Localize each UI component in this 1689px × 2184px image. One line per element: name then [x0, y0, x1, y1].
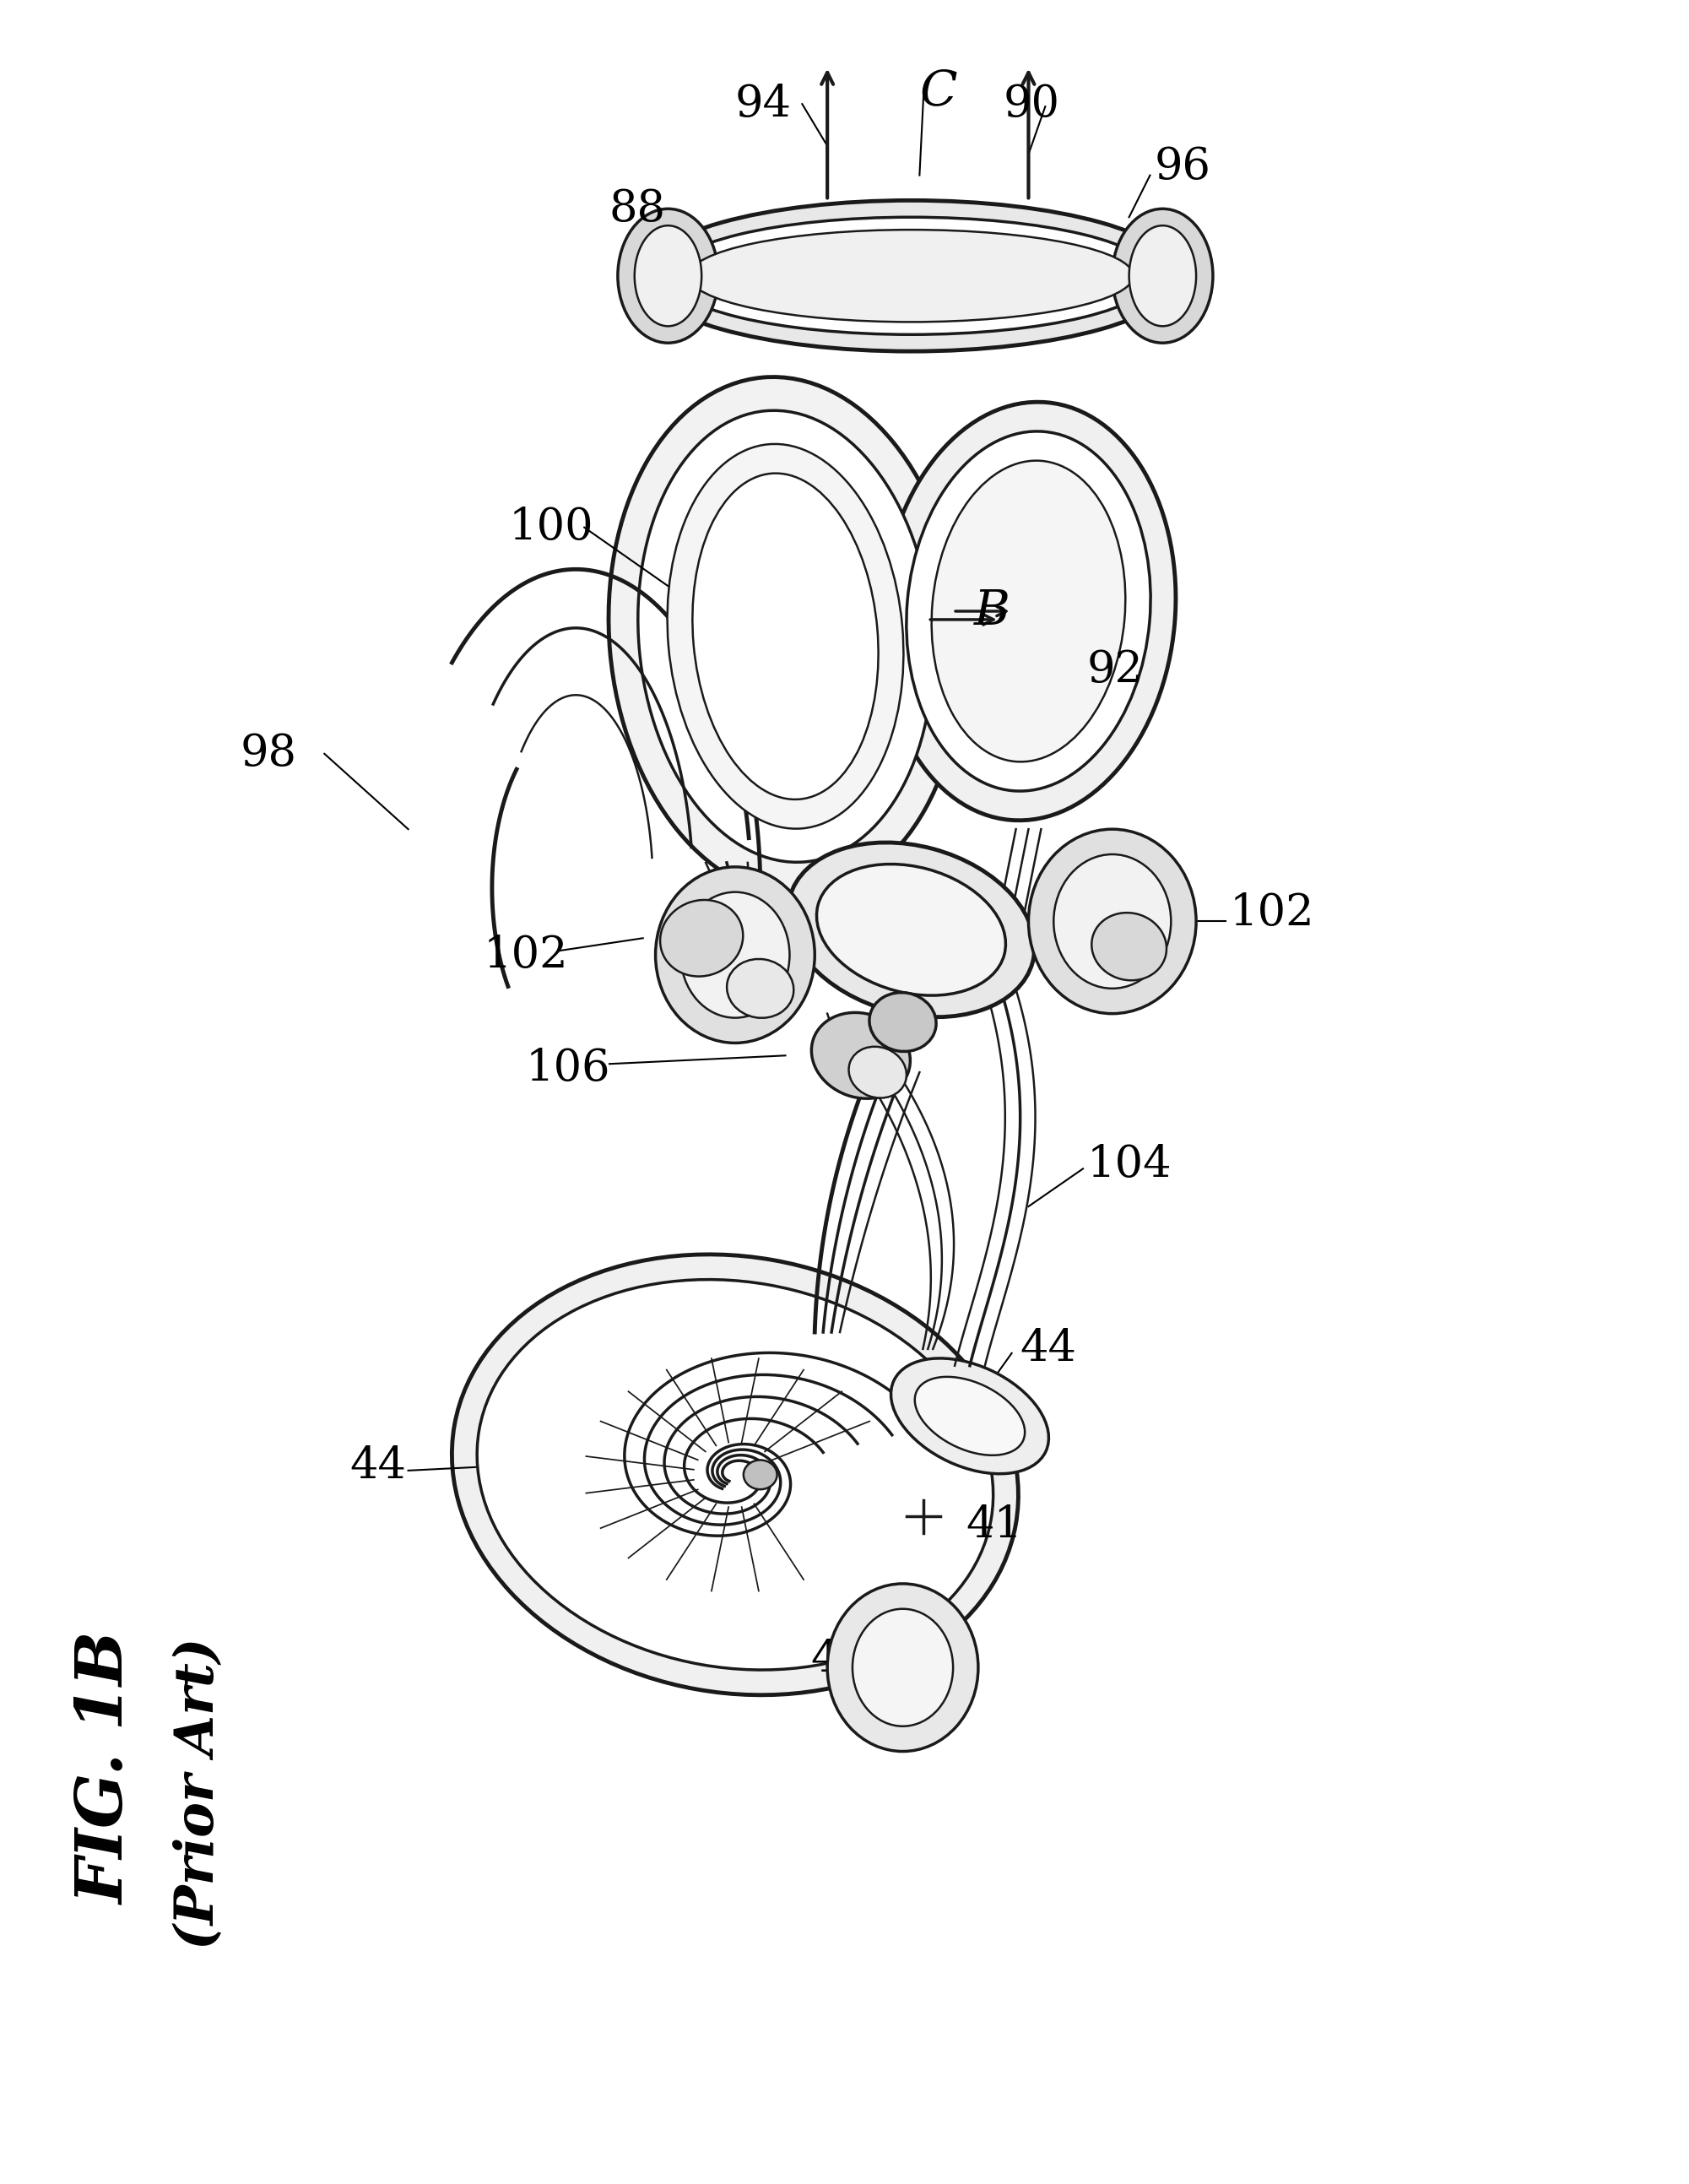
Text: 106: 106 — [525, 1046, 610, 1090]
Ellipse shape — [816, 865, 1005, 996]
Text: 100: 100 — [508, 507, 595, 548]
Text: 102: 102 — [483, 933, 569, 976]
Ellipse shape — [1128, 225, 1196, 325]
Ellipse shape — [660, 900, 743, 976]
Ellipse shape — [870, 992, 936, 1051]
Ellipse shape — [476, 1280, 993, 1671]
Ellipse shape — [692, 474, 878, 799]
Ellipse shape — [655, 867, 814, 1044]
Ellipse shape — [608, 378, 963, 895]
Text: 92: 92 — [1088, 649, 1143, 692]
Ellipse shape — [667, 443, 904, 828]
Ellipse shape — [681, 891, 789, 1018]
Ellipse shape — [890, 1358, 1049, 1474]
Text: 88: 88 — [610, 188, 665, 229]
Ellipse shape — [1091, 913, 1167, 981]
Text: 90: 90 — [1003, 83, 1061, 124]
Ellipse shape — [669, 216, 1154, 334]
Text: 44: 44 — [1020, 1328, 1076, 1372]
Ellipse shape — [907, 430, 1150, 791]
Ellipse shape — [635, 225, 701, 325]
Ellipse shape — [1029, 830, 1196, 1013]
Text: 96: 96 — [1154, 146, 1211, 188]
Text: 98: 98 — [240, 732, 297, 775]
Ellipse shape — [638, 411, 932, 863]
Ellipse shape — [618, 210, 718, 343]
Ellipse shape — [811, 1013, 910, 1099]
Ellipse shape — [644, 201, 1179, 352]
Ellipse shape — [828, 1583, 978, 1752]
Text: 104: 104 — [1088, 1142, 1172, 1186]
Ellipse shape — [726, 959, 794, 1018]
Text: 41: 41 — [966, 1503, 1022, 1546]
Text: C: C — [919, 68, 958, 116]
Ellipse shape — [1054, 854, 1170, 989]
Text: 94: 94 — [735, 83, 792, 124]
Text: 102: 102 — [1230, 891, 1314, 935]
Text: 44: 44 — [350, 1446, 405, 1487]
Ellipse shape — [915, 1376, 1025, 1455]
Ellipse shape — [787, 843, 1034, 1018]
Ellipse shape — [689, 229, 1133, 321]
Ellipse shape — [882, 402, 1176, 821]
Text: (Prior Art): (Prior Art) — [172, 1638, 225, 1950]
Ellipse shape — [932, 461, 1125, 762]
Ellipse shape — [850, 1046, 907, 1099]
Ellipse shape — [743, 1461, 777, 1489]
Text: FIG. 1B: FIG. 1B — [76, 1631, 138, 1904]
Text: B: B — [975, 587, 1010, 636]
Text: 42: 42 — [811, 1638, 866, 1682]
Ellipse shape — [1113, 210, 1213, 343]
Ellipse shape — [453, 1254, 1018, 1695]
Ellipse shape — [853, 1610, 953, 1725]
